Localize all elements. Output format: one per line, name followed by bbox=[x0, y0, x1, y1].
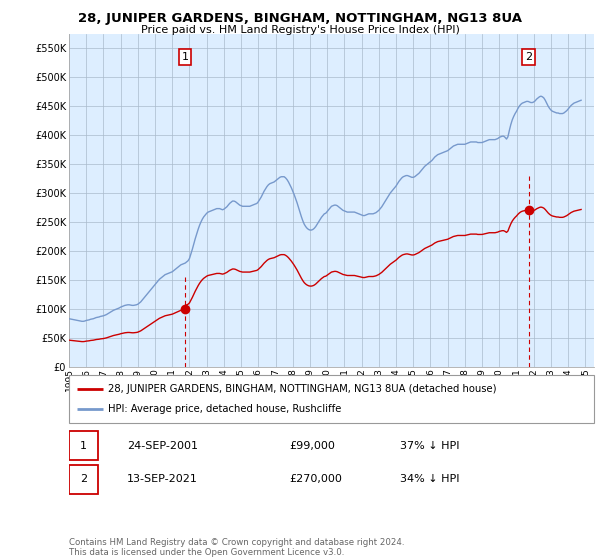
Text: 34% ↓ HPI: 34% ↓ HPI bbox=[400, 474, 459, 484]
Text: 28, JUNIPER GARDENS, BINGHAM, NOTTINGHAM, NG13 8UA (detached house): 28, JUNIPER GARDENS, BINGHAM, NOTTINGHAM… bbox=[109, 384, 497, 394]
Text: 13-SEP-2021: 13-SEP-2021 bbox=[127, 474, 197, 484]
FancyBboxPatch shape bbox=[69, 375, 594, 423]
Text: 24-SEP-2001: 24-SEP-2001 bbox=[127, 441, 198, 451]
Text: HPI: Average price, detached house, Rushcliffe: HPI: Average price, detached house, Rush… bbox=[109, 404, 342, 414]
FancyBboxPatch shape bbox=[69, 431, 98, 460]
FancyBboxPatch shape bbox=[69, 465, 98, 494]
Text: 2: 2 bbox=[525, 52, 532, 62]
Text: 37% ↓ HPI: 37% ↓ HPI bbox=[400, 441, 459, 451]
Text: 2: 2 bbox=[80, 474, 87, 484]
Text: Price paid vs. HM Land Registry's House Price Index (HPI): Price paid vs. HM Land Registry's House … bbox=[140, 25, 460, 35]
Text: £99,000: £99,000 bbox=[290, 441, 335, 451]
Text: 1: 1 bbox=[80, 441, 87, 451]
Text: £270,000: £270,000 bbox=[290, 474, 343, 484]
Text: 28, JUNIPER GARDENS, BINGHAM, NOTTINGHAM, NG13 8UA: 28, JUNIPER GARDENS, BINGHAM, NOTTINGHAM… bbox=[78, 12, 522, 25]
Text: Contains HM Land Registry data © Crown copyright and database right 2024.
This d: Contains HM Land Registry data © Crown c… bbox=[69, 538, 404, 557]
Text: 1: 1 bbox=[181, 52, 188, 62]
